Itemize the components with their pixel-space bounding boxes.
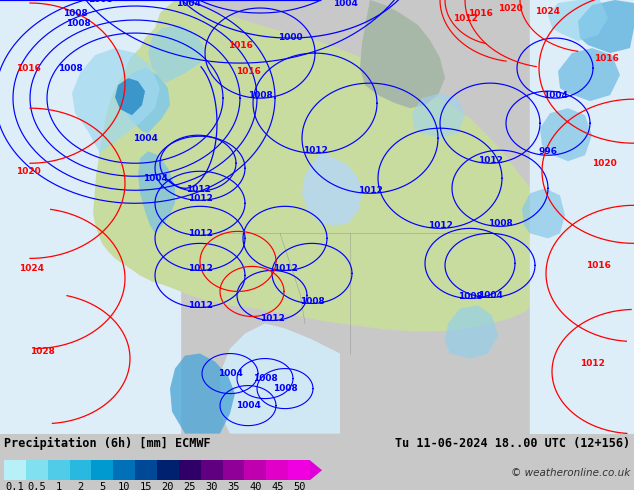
Text: 1012: 1012 xyxy=(188,194,212,203)
Polygon shape xyxy=(412,93,465,138)
Polygon shape xyxy=(445,305,498,359)
Bar xyxy=(266,460,288,480)
Polygon shape xyxy=(522,188,565,238)
Text: 1008: 1008 xyxy=(87,0,112,4)
Bar xyxy=(91,460,113,480)
Text: 1016: 1016 xyxy=(467,8,493,18)
Polygon shape xyxy=(72,48,160,153)
Polygon shape xyxy=(548,0,608,41)
Text: 1020: 1020 xyxy=(498,3,522,13)
Text: 1008: 1008 xyxy=(300,297,325,306)
Polygon shape xyxy=(138,151,175,233)
Text: 1012: 1012 xyxy=(259,314,285,323)
Polygon shape xyxy=(220,323,340,434)
Text: 1016: 1016 xyxy=(593,53,618,63)
Text: 1004: 1004 xyxy=(543,91,567,99)
Text: 1016: 1016 xyxy=(16,64,41,73)
Text: 1008: 1008 xyxy=(63,8,87,18)
Text: 1008: 1008 xyxy=(248,91,273,99)
Polygon shape xyxy=(302,153,362,225)
Bar xyxy=(0,0,180,434)
Text: 1012: 1012 xyxy=(188,229,212,238)
Text: 45: 45 xyxy=(271,482,283,490)
Text: 1004: 1004 xyxy=(217,369,242,378)
Text: 1016: 1016 xyxy=(236,67,261,75)
Text: 1012: 1012 xyxy=(358,186,382,195)
Bar xyxy=(113,460,135,480)
Text: 1008: 1008 xyxy=(273,384,297,393)
Text: Tu 11-06-2024 18..00 UTC (12+156): Tu 11-06-2024 18..00 UTC (12+156) xyxy=(395,437,630,450)
Text: 1012: 1012 xyxy=(427,221,453,230)
Bar xyxy=(530,0,634,434)
Polygon shape xyxy=(115,78,145,115)
Bar xyxy=(201,460,223,480)
Text: 1000: 1000 xyxy=(278,32,302,42)
Polygon shape xyxy=(310,460,322,480)
Bar xyxy=(26,460,48,480)
Text: 20: 20 xyxy=(162,482,174,490)
Text: 0.5: 0.5 xyxy=(27,482,46,490)
Polygon shape xyxy=(540,108,592,161)
Text: 1012: 1012 xyxy=(477,156,502,165)
Polygon shape xyxy=(360,0,445,108)
Text: Precipitation (6h) [mm] ECMWF: Precipitation (6h) [mm] ECMWF xyxy=(4,437,210,450)
Text: 1008: 1008 xyxy=(458,292,482,301)
Text: 1008: 1008 xyxy=(66,19,91,27)
Text: 1024: 1024 xyxy=(20,264,44,273)
Polygon shape xyxy=(118,68,170,133)
Bar xyxy=(70,460,91,480)
Text: 1004: 1004 xyxy=(176,0,200,7)
Text: 1020: 1020 xyxy=(592,159,616,168)
Text: 1012: 1012 xyxy=(273,264,297,273)
Text: 35: 35 xyxy=(227,482,240,490)
Text: 1012: 1012 xyxy=(302,146,327,155)
Text: 1004: 1004 xyxy=(477,291,502,300)
Polygon shape xyxy=(148,25,205,83)
Text: © weatheronline.co.uk: © weatheronline.co.uk xyxy=(511,468,630,478)
Text: 2: 2 xyxy=(77,482,84,490)
Text: 0.1: 0.1 xyxy=(6,482,24,490)
Bar xyxy=(157,460,179,480)
Bar xyxy=(245,460,266,480)
Text: 25: 25 xyxy=(183,482,196,490)
Text: 5: 5 xyxy=(100,482,105,490)
Bar xyxy=(179,460,201,480)
Text: 1028: 1028 xyxy=(30,347,55,356)
Text: 996: 996 xyxy=(538,147,557,156)
Bar xyxy=(135,460,157,480)
Text: 50: 50 xyxy=(293,482,306,490)
Text: 1012: 1012 xyxy=(188,264,212,273)
Text: 40: 40 xyxy=(249,482,262,490)
Text: 1004: 1004 xyxy=(143,174,167,183)
Text: 1012: 1012 xyxy=(579,359,604,368)
Text: 1: 1 xyxy=(56,482,61,490)
Text: 1008: 1008 xyxy=(488,219,512,228)
Text: 1012: 1012 xyxy=(186,185,210,194)
Polygon shape xyxy=(578,0,634,53)
Text: 1004: 1004 xyxy=(236,401,261,410)
Text: 1012: 1012 xyxy=(453,14,477,23)
Text: 1016: 1016 xyxy=(228,41,252,49)
Text: 1012: 1012 xyxy=(188,301,212,310)
Polygon shape xyxy=(558,48,620,101)
Text: 1004: 1004 xyxy=(133,134,157,143)
Bar xyxy=(4,460,26,480)
Bar xyxy=(288,460,310,480)
Text: 1008: 1008 xyxy=(58,64,82,73)
Polygon shape xyxy=(93,0,563,332)
Text: 1024: 1024 xyxy=(536,6,560,16)
Bar xyxy=(48,460,70,480)
Bar xyxy=(223,460,245,480)
Text: 1016: 1016 xyxy=(586,261,611,270)
Polygon shape xyxy=(170,353,235,434)
Text: 1020: 1020 xyxy=(16,167,41,176)
Text: 15: 15 xyxy=(140,482,152,490)
Text: 10: 10 xyxy=(118,482,131,490)
Text: 1008: 1008 xyxy=(252,374,278,383)
Text: 1004: 1004 xyxy=(333,0,358,7)
Text: 30: 30 xyxy=(205,482,218,490)
